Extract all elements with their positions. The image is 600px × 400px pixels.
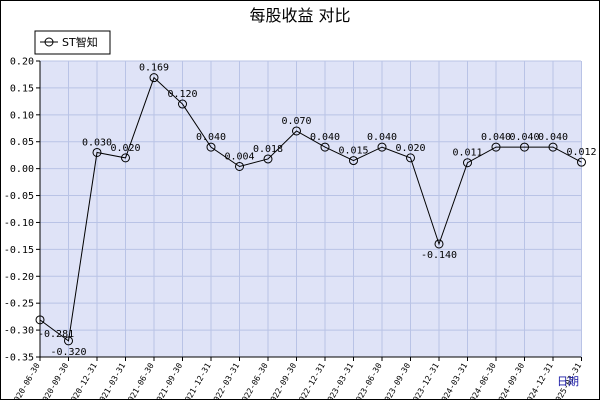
y-tick-label: -0.10 — [4, 218, 34, 229]
y-tick-label: 0.10 — [10, 110, 34, 121]
y-tick-label: 0.00 — [10, 164, 34, 175]
x-tick-label: 2024-03-31 — [437, 361, 469, 400]
x-tick-label: 2021-03-31 — [95, 361, 127, 400]
data-label: 0.169 — [139, 63, 169, 74]
data-label: 0.040 — [481, 132, 511, 143]
data-point-marker — [64, 336, 73, 346]
x-tick-label: 2024-06-30 — [466, 361, 498, 400]
series-line — [39, 76, 582, 342]
data-point-marker — [406, 153, 415, 163]
data-point-marker — [349, 156, 358, 166]
data-point-marker — [434, 239, 444, 249]
y-tick-label: -0.15 — [4, 245, 34, 256]
data-label: 0.004 — [224, 151, 254, 162]
data-label: 0.070 — [281, 116, 311, 127]
x-tick-label: 2021-09-30 — [152, 361, 184, 400]
data-labels: -0.281-0.3200.0300.0200.1690.1200.0400.0… — [38, 63, 597, 358]
data-label: 0.011 — [452, 148, 482, 159]
plot-area — [40, 61, 581, 357]
y-tick-label: -0.30 — [4, 326, 34, 337]
series-group — [35, 73, 586, 346]
x-tick-label: 2022-06-30 — [238, 361, 270, 400]
data-label: -0.320 — [50, 347, 86, 358]
data-point-marker — [235, 161, 244, 171]
data-label: 0.020 — [395, 143, 425, 154]
y-tick-label: 0.20 — [10, 57, 34, 68]
x-tick-label: 2022-12-31 — [295, 361, 327, 400]
data-point-marker — [577, 157, 586, 167]
x-axis-ticks: 2020-06-302020-09-302020-12-312021-03-31… — [10, 357, 583, 400]
y-axis-ticks: 0.20 0.15 0.10 0.05 0.00 -0.05 -0.10 -0.15 -0.20… — [4, 57, 40, 364]
data-label: 0.040 — [367, 132, 397, 143]
data-label: 0.020 — [110, 143, 140, 154]
y-tick-label: -0.35 — [4, 353, 34, 364]
data-label: 0.012 — [566, 147, 596, 158]
x-tick-label: 2021-12-31 — [181, 361, 213, 400]
data-label: 0.030 — [82, 137, 112, 148]
data-point-marker — [149, 73, 159, 83]
x-tick-label: 2020-09-30 — [38, 361, 70, 400]
data-label: 0.015 — [338, 146, 368, 157]
chart-title: 每股收益 对比 — [249, 6, 350, 25]
y-tick-label: -0.20 — [4, 272, 34, 283]
x-axis-label: 日期 — [557, 375, 579, 388]
data-point-marker — [35, 315, 45, 325]
x-tick-label: 2024-12-31 — [523, 361, 555, 400]
x-tick-label: 2023-12-31 — [409, 361, 441, 400]
data-label: -0.140 — [421, 250, 457, 261]
data-label: 0.040 — [310, 132, 340, 143]
data-point-marker — [463, 158, 472, 168]
y-tick-label: -0.05 — [4, 191, 34, 202]
y-tick-label: -0.25 — [4, 299, 34, 310]
data-point-marker — [121, 153, 130, 163]
data-label: 0.040 — [196, 132, 226, 143]
x-tick-label: 2023-03-31 — [323, 361, 355, 400]
x-tick-label: 2022-09-30 — [266, 361, 298, 400]
axes — [39, 61, 581, 358]
data-label: 0.040 — [538, 132, 568, 143]
x-tick-label: 2023-09-30 — [380, 361, 412, 400]
data-point-marker — [206, 142, 216, 152]
data-point-marker — [548, 142, 558, 152]
legend: ST智知 — [34, 30, 111, 55]
x-tick-label: 2024-09-30 — [494, 361, 526, 400]
y-tick-label: 0.05 — [10, 137, 34, 148]
data-label: 0.040 — [509, 132, 539, 143]
legend-box — [34, 30, 111, 55]
data-point-marker — [520, 142, 529, 152]
data-point-marker — [377, 142, 387, 152]
x-tick-label: 2022-03-31 — [209, 361, 241, 400]
data-point-marker — [92, 147, 102, 157]
legend-marker-icon — [44, 37, 54, 47]
data-point-marker — [178, 99, 187, 109]
y-tick-label: 0.15 — [10, 83, 34, 94]
data-point-marker — [292, 126, 301, 136]
data-label: 0.120 — [167, 89, 197, 100]
x-tick-label: 2021-06-30 — [124, 361, 156, 400]
data-point-marker — [491, 142, 501, 152]
grid-lines — [39, 60, 582, 358]
x-tick-label: 2020-12-31 — [67, 361, 99, 400]
data-label: -0.281 — [38, 329, 74, 340]
x-tick-label: 2023-06-30 — [352, 361, 384, 400]
x-tick-label: 2020-06-30 — [10, 361, 42, 400]
data-point-marker — [263, 154, 273, 164]
data-point-marker — [320, 142, 330, 152]
data-label: 0.018 — [253, 144, 283, 155]
legend-label: ST智知 — [62, 35, 98, 49]
